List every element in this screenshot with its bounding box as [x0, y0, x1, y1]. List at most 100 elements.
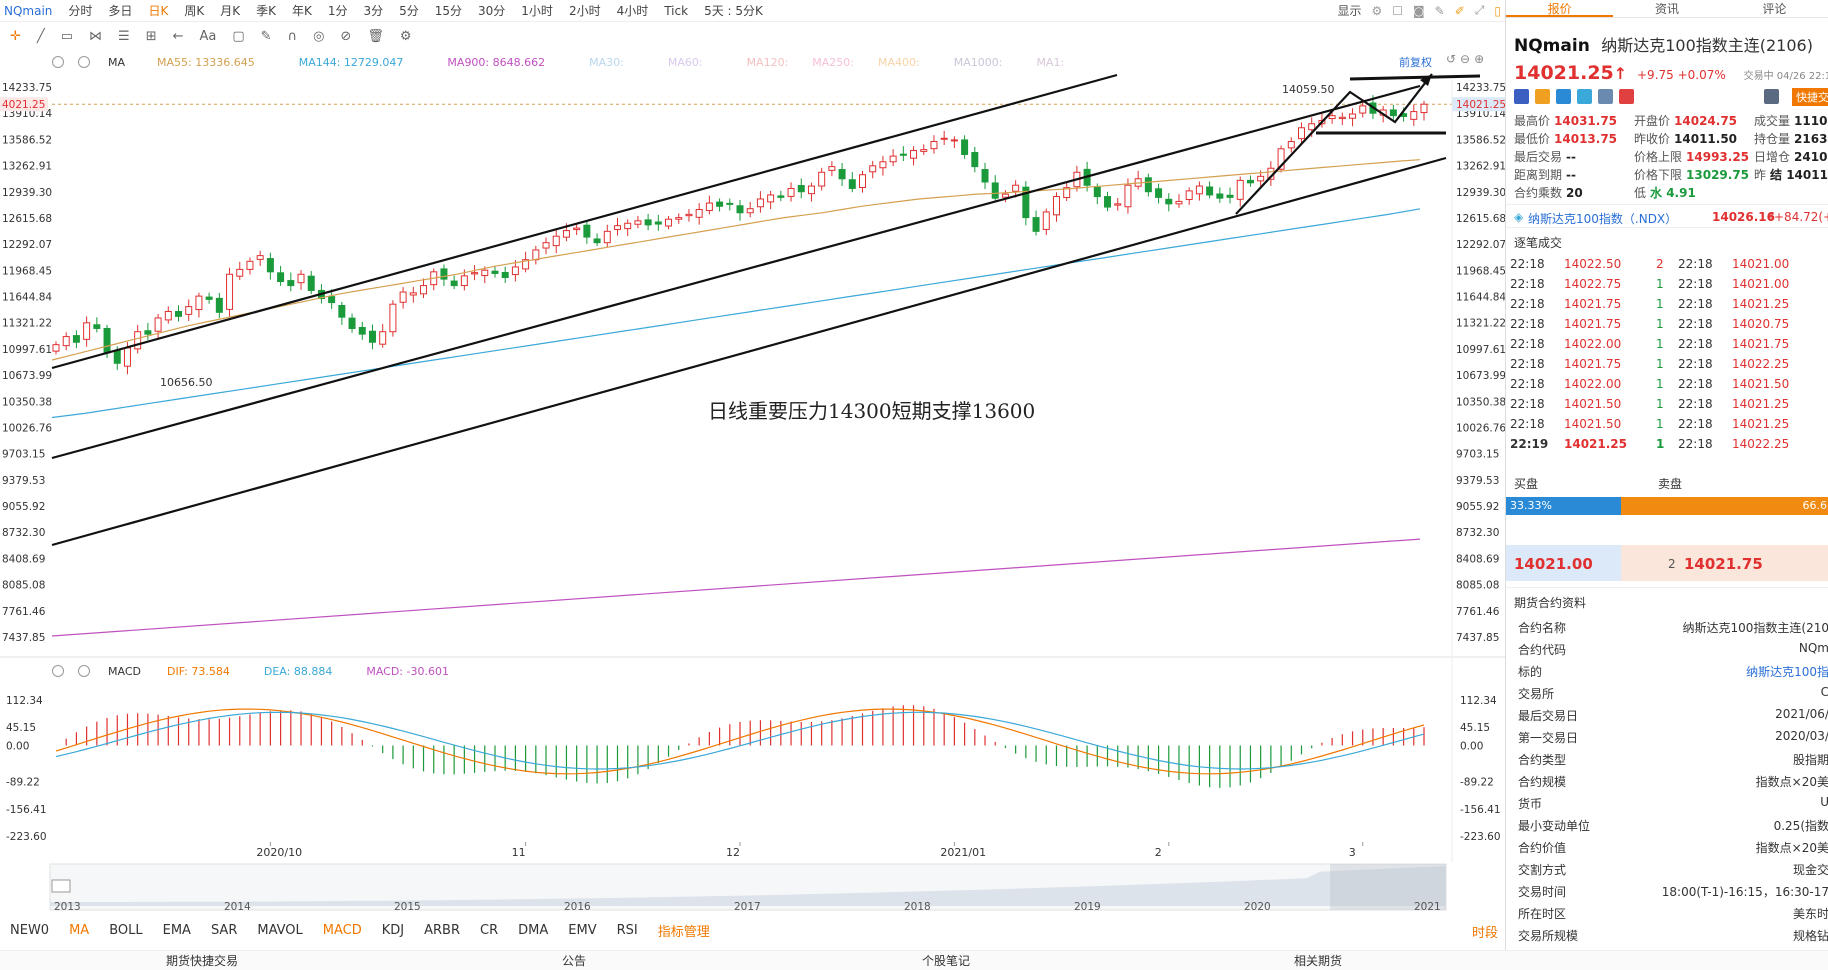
period-10[interactable]: 15分	[434, 4, 463, 18]
crosshair-icon[interactable]: ✛	[10, 28, 21, 44]
indicator-10[interactable]: DMA	[518, 922, 549, 938]
stat-value: --	[1566, 168, 1576, 182]
indicator-9[interactable]: CR	[480, 922, 499, 938]
period-0[interactable]: 分时	[68, 4, 93, 18]
fast-trade-button[interactable]: 快捷交	[1792, 88, 1828, 106]
ma-settings-icon[interactable]	[52, 56, 64, 68]
period-6[interactable]: 年K	[291, 4, 312, 18]
indicator-13[interactable]: 指标管理	[657, 924, 710, 940]
indicator-8[interactable]: ARBR	[424, 922, 461, 938]
tab-comments[interactable]: 评论	[1762, 2, 1787, 16]
eye-icon[interactable]: ◎	[313, 28, 325, 44]
flag-icon[interactable]	[1514, 88, 1529, 104]
indicator-12[interactable]: RSI	[616, 922, 638, 938]
indicator-11[interactable]: EMV	[568, 922, 597, 938]
y-tick-right: 9379.53	[1456, 475, 1499, 487]
ma-title[interactable]: MA	[108, 55, 126, 69]
checkbox-icon[interactable]: ☐	[1392, 3, 1403, 18]
period-8[interactable]: 3分	[363, 4, 384, 18]
hide-icon[interactable]: ⊘	[340, 28, 352, 44]
candle-body	[552, 235, 560, 247]
period-12[interactable]: 1小时	[521, 4, 553, 18]
bell-icon[interactable]	[1764, 89, 1779, 104]
indicator-5[interactable]: MAVOL	[257, 922, 303, 938]
period-15[interactable]: Tick	[664, 3, 689, 18]
footer-notes[interactable]: 个股笔记	[922, 954, 971, 968]
lightning-icon[interactable]	[1535, 88, 1550, 104]
macd-settings-icon[interactable]	[52, 665, 64, 677]
indicator-4[interactable]: SAR	[210, 922, 238, 938]
bid-box[interactable]	[1506, 545, 1621, 581]
pencil-icon[interactable]: ✐	[1454, 3, 1465, 18]
rect-tool-icon[interactable]: ▭	[60, 28, 74, 44]
period-7[interactable]: 1分	[327, 4, 348, 18]
candle-body	[818, 171, 826, 187]
footer-related[interactable]: 相关期货	[1294, 954, 1343, 968]
pen-tool-icon[interactable]: ✎	[260, 28, 272, 44]
info-value[interactable]: 纳斯达克100指	[1746, 665, 1828, 679]
period-5[interactable]: 季K	[256, 4, 276, 18]
ma144-label: MA144: 12729.047	[298, 55, 404, 69]
ma-close-icon[interactable]	[78, 56, 90, 68]
period-2[interactable]: 日K	[148, 4, 169, 18]
macd-close-icon[interactable]	[78, 665, 90, 677]
period-14[interactable]: 4小时	[616, 4, 649, 18]
indicator-6[interactable]: MACD	[322, 922, 362, 938]
period-9[interactable]: 5分	[399, 4, 419, 18]
last-price: 14021.25	[1514, 62, 1614, 84]
buy-label: 买盘	[1514, 477, 1539, 491]
y-tick-left: 9703.15	[2, 449, 45, 461]
candle-body	[236, 268, 244, 277]
period-3[interactable]: 周K	[184, 4, 205, 18]
ask-box[interactable]	[1621, 545, 1828, 581]
settings-icon[interactable]: ⚙	[399, 28, 412, 44]
gear-icon[interactable]: ⚙	[1371, 3, 1383, 18]
text-tool-icon[interactable]: Aa	[199, 28, 217, 44]
stat-cell: 距离到期 --	[1514, 166, 1576, 183]
tag-icon[interactable]	[1577, 88, 1592, 104]
trade-cell: 22:18	[1510, 277, 1545, 291]
display-menu[interactable]: 显示	[1337, 4, 1362, 18]
note-tool-icon[interactable]: ▢	[232, 28, 245, 44]
line-tool-icon[interactable]: ╱	[36, 28, 45, 44]
period-select[interactable]: 时段	[1472, 926, 1499, 941]
ndx-row[interactable]: ◈ 纳斯达克100指数（.NDX） 14026.16 ↑ +84.72(+0.6…	[1506, 204, 1828, 228]
symbol-label[interactable]: NQmain	[4, 3, 53, 18]
period-13[interactable]: 2小时	[568, 4, 601, 18]
period-11[interactable]: 30分	[478, 4, 506, 18]
indicator-2[interactable]: BOLL	[109, 922, 143, 938]
edit-icon[interactable]: ✎	[1434, 3, 1445, 18]
indicator-3[interactable]: EMA	[162, 922, 191, 938]
magnet-icon[interactable]: ∩	[287, 28, 298, 44]
expand-icon[interactable]: ⤢	[1474, 3, 1485, 17]
chart-icon[interactable]	[1556, 88, 1571, 104]
indicator-1[interactable]: MA	[69, 922, 90, 938]
fq-button[interactable]: 前复权	[1399, 56, 1432, 69]
period-16[interactable]: 5天 : 5分K	[704, 4, 763, 18]
doc-icon[interactable]	[1598, 88, 1613, 104]
candle-body	[164, 310, 172, 321]
arrow-tool-icon[interactable]: ←	[172, 28, 184, 44]
trash-icon[interactable]: 🗑	[367, 28, 384, 44]
macd-title[interactable]: MACD	[108, 664, 141, 678]
candle-body	[1001, 193, 1009, 198]
candle-body	[777, 195, 785, 198]
chart-controls[interactable]: ↺⊖⊕	[1446, 52, 1489, 66]
indicator-0[interactable]: NEW0	[10, 922, 50, 938]
tab-quote[interactable]: 报价	[1506, 0, 1614, 17]
period-1[interactable]: 多日	[108, 4, 133, 18]
fib-tool-icon[interactable]: ⋈	[89, 28, 103, 44]
ndx-name[interactable]: 纳斯达克100指数（.NDX）	[1528, 212, 1678, 226]
indicator-7[interactable]: KDJ	[381, 922, 405, 938]
stat-cell: 低水 4.91	[1634, 184, 1696, 201]
measure-tool-icon[interactable]: ⊞	[145, 28, 157, 44]
camera-icon[interactable]: ◙	[1413, 3, 1425, 18]
heart-icon[interactable]	[1619, 88, 1634, 104]
channel-tool-icon[interactable]: ☰	[118, 28, 130, 44]
footer-quick-trade[interactable]: 期货快捷交易	[166, 954, 239, 968]
panel-icon[interactable]: ▯	[1494, 3, 1501, 18]
period-4[interactable]: 月K	[220, 4, 241, 18]
tab-news[interactable]: 资讯	[1654, 2, 1679, 16]
footer-notice[interactable]: 公告	[562, 954, 587, 968]
